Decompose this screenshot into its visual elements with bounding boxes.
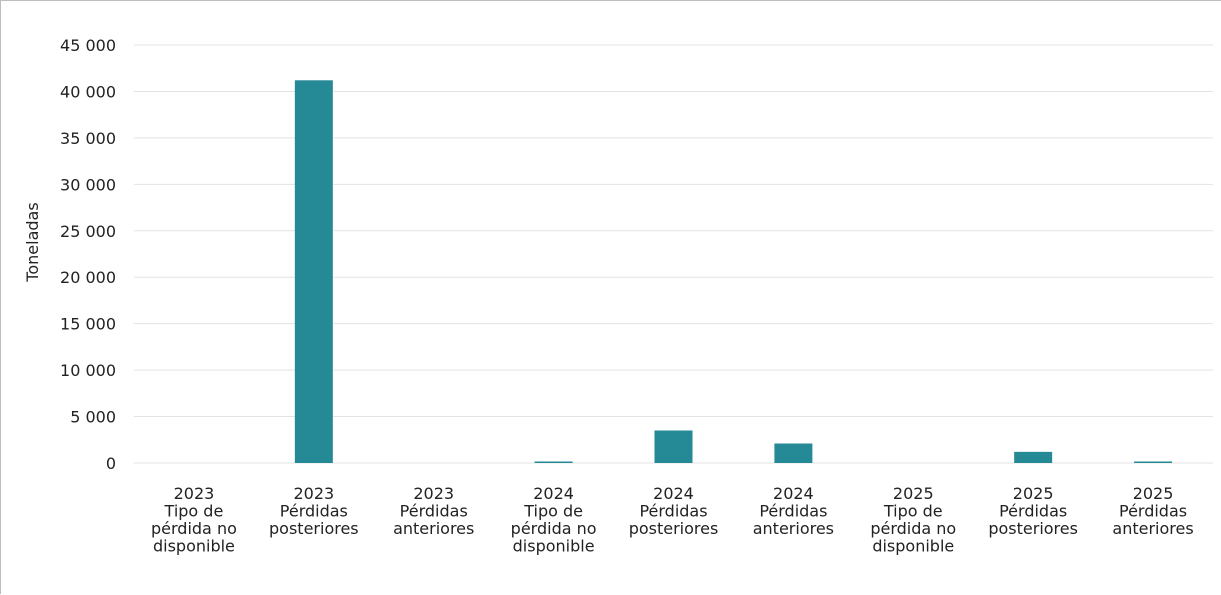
x-category-label: 2025 Pérdidas posteriores <box>988 484 1078 538</box>
x-category-label: 2023 Tipo de pérdida no disponible <box>151 484 237 556</box>
x-category-label-line: Pérdidas <box>400 502 468 521</box>
x-category-label-line: disponible <box>513 537 595 556</box>
y-tick-label: 30 000 <box>60 175 116 194</box>
y-tick-label: 0 <box>106 454 116 473</box>
x-category-label-line: 2023 <box>174 484 215 503</box>
x-category-label-line: 2025 <box>1013 484 1054 503</box>
x-category-label: 2024 Tipo de pérdida no disponible <box>511 484 597 556</box>
y-tick-label: 35 000 <box>60 129 116 148</box>
x-category-label-line: posteriores <box>629 519 719 538</box>
x-category-label-line: Pérdidas <box>280 502 348 521</box>
y-tick-label: 25 000 <box>60 222 116 241</box>
y-tick-label: 15 000 <box>60 315 116 334</box>
y-tick-label: 5 000 <box>70 408 116 427</box>
x-category-label-line: anteriores <box>393 519 474 538</box>
y-tick-label: 40 000 <box>60 82 116 101</box>
x-category-label-line: 2023 <box>293 484 334 503</box>
bar <box>654 430 693 463</box>
x-category-label-line: 2024 <box>773 484 814 503</box>
x-category-label-line: 2023 <box>413 484 454 503</box>
x-category-label-line: anteriores <box>753 519 834 538</box>
x-category-label-line: pérdida no <box>151 519 237 538</box>
x-category-label: 2024 Pérdidas posteriores <box>629 484 719 538</box>
x-category-label-line: Tipo de <box>523 502 583 521</box>
x-category-label: 2023 Pérdidas anteriores <box>393 484 474 538</box>
x-category-label: 2025 Pérdidas anteriores <box>1112 484 1193 538</box>
x-category-label-line: disponible <box>872 537 954 556</box>
y-tick-label: 10 000 <box>60 361 116 380</box>
x-category-label-line: 2025 <box>1133 484 1174 503</box>
x-category-label-line: posteriores <box>269 519 359 538</box>
x-category-label-line: pérdida no <box>870 519 956 538</box>
bar <box>774 443 813 463</box>
x-category-label: 2023 Pérdidas posteriores <box>269 484 359 538</box>
x-category-label-line: disponible <box>153 537 235 556</box>
y-tick-label: 45 000 <box>60 36 116 55</box>
bar <box>1014 451 1053 463</box>
bar <box>534 461 573 463</box>
x-category-label: 2025 Tipo de pérdida no disponible <box>870 484 956 556</box>
x-category-label-line: Pérdidas <box>1119 502 1187 521</box>
y-tick-label: 20 000 <box>60 268 116 287</box>
x-category-label-line: 2025 <box>893 484 934 503</box>
x-category-label-line: Tipo de <box>164 502 224 521</box>
y-axis-label: Toneladas <box>23 202 42 282</box>
x-category-label-line: Pérdidas <box>639 502 707 521</box>
x-category-label-line: anteriores <box>1112 519 1193 538</box>
x-category-label-line: posteriores <box>988 519 1078 538</box>
x-category-label-line: Tipo de <box>883 502 943 521</box>
bar <box>1134 461 1173 463</box>
x-category-label-line: 2024 <box>533 484 574 503</box>
x-category-label-line: pérdida no <box>511 519 597 538</box>
x-category-label-line: 2024 <box>653 484 694 503</box>
x-category-label: 2024 Pérdidas anteriores <box>753 484 834 538</box>
bar <box>294 80 333 463</box>
x-category-label-line: Pérdidas <box>759 502 827 521</box>
x-category-label-line: Pérdidas <box>999 502 1067 521</box>
